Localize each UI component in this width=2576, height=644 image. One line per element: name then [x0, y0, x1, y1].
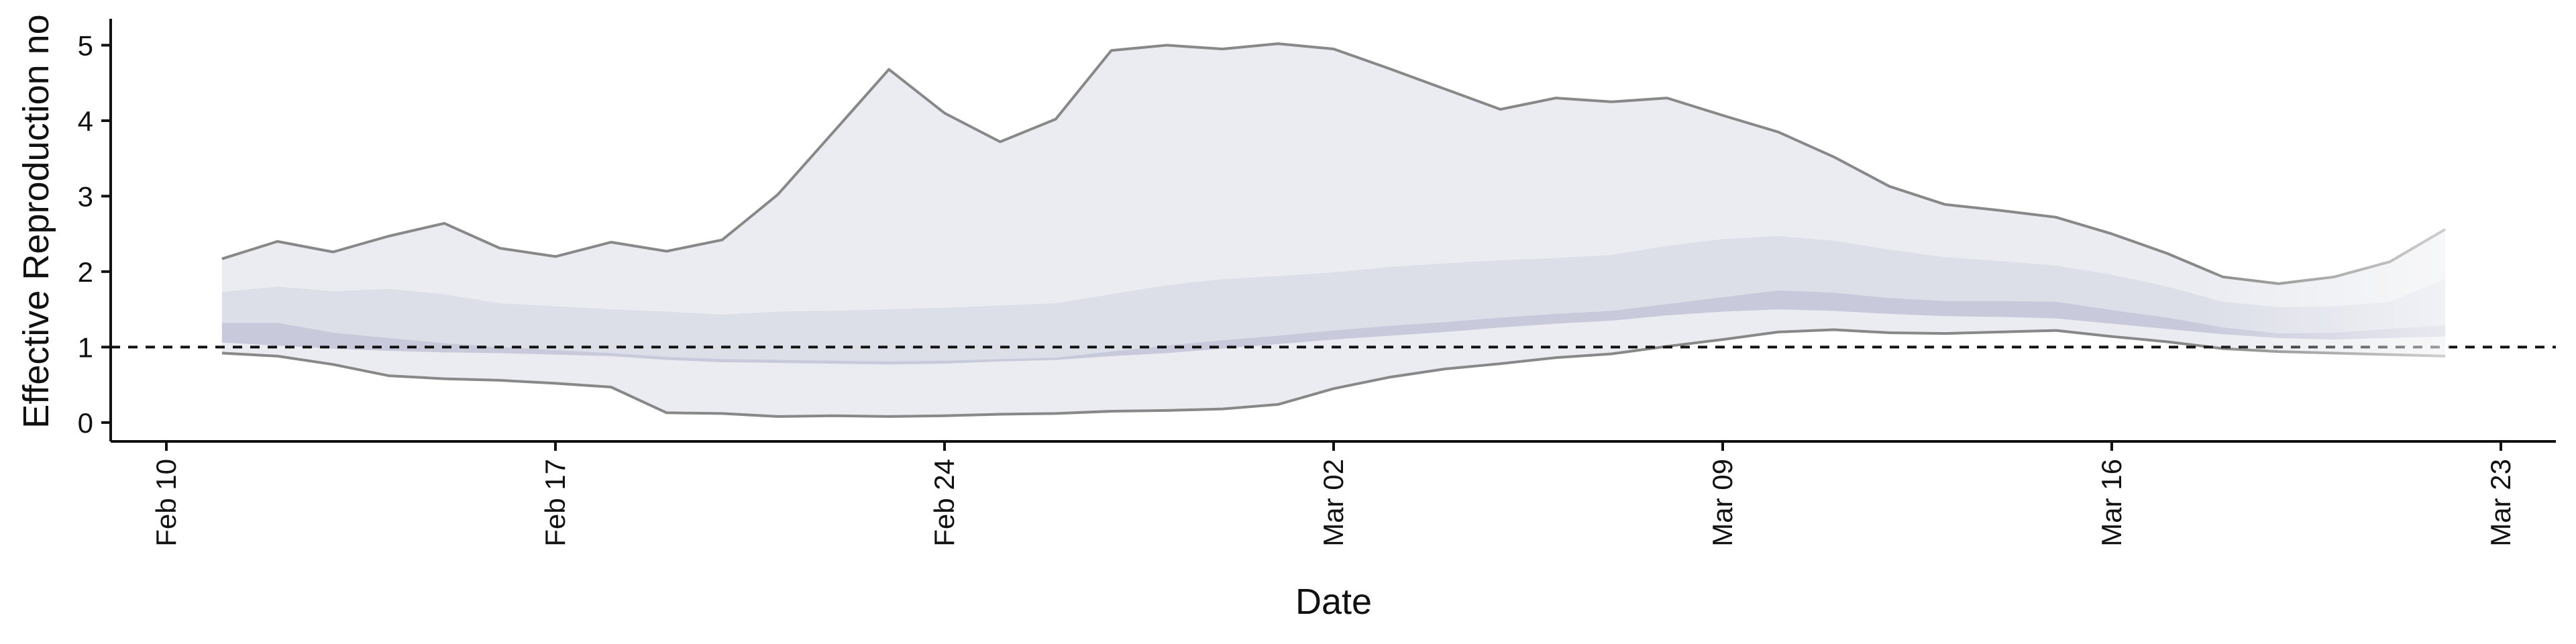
x-tick-label: Feb 10	[150, 459, 182, 547]
band-middle	[221, 236, 2446, 365]
y-tick-label: 4	[78, 105, 93, 137]
band-inner	[221, 290, 2446, 365]
recent-estimate-fade	[1889, 19, 2450, 441]
x-axis-ticks: Feb 10 Feb 17 Feb 24 Mar 02 Mar 09 Mar 16 Mar …	[150, 441, 2516, 547]
y-tick-label: 5	[78, 30, 93, 61]
x-tick-label: Mar 23	[2485, 459, 2516, 547]
axes: 0 1 2 3 4 5 Feb 10 Feb 17 Feb 24 Mar 02 Mar 09 Mar…	[78, 19, 2556, 547]
x-tick-label: Mar 09	[1707, 459, 1738, 547]
y-axis-ticks: 0 1 2 3 4 5	[78, 30, 111, 439]
y-tick-label: 1	[78, 331, 93, 363]
x-tick-label: Mar 16	[2096, 459, 2127, 547]
y-tick-label: 3	[78, 180, 93, 212]
y-tick-label: 2	[78, 256, 93, 288]
y-axis-title: Effective Reproduction no	[16, 14, 56, 428]
y-tick-label: 0	[78, 407, 93, 439]
x-tick-label: Mar 02	[1318, 459, 1349, 547]
credible-interval-bands	[221, 44, 2446, 417]
x-tick-label: Feb 24	[928, 459, 960, 547]
x-axis-title: Date	[1295, 582, 1372, 622]
x-tick-label: Feb 17	[539, 459, 571, 547]
